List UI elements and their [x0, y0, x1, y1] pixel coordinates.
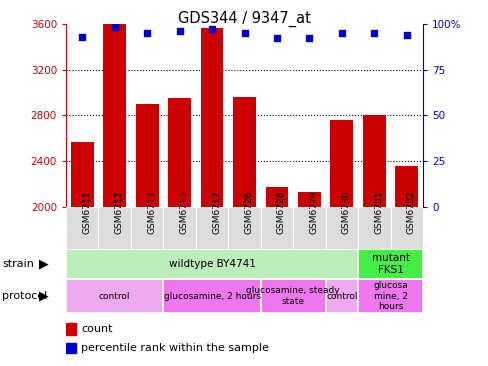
Text: protocol: protocol	[2, 291, 48, 301]
Bar	[260, 207, 293, 249]
Bar	[265, 187, 288, 366]
Bar	[390, 207, 422, 249]
Bar	[66, 249, 357, 279]
Text: glucosamine, steady
state: glucosamine, steady state	[246, 286, 339, 306]
Text: GSM6732: GSM6732	[406, 190, 415, 234]
Text: control: control	[99, 292, 130, 300]
Bar	[66, 323, 75, 335]
Bar	[168, 98, 190, 366]
Point	[143, 30, 151, 36]
Text: GSM6715: GSM6715	[179, 190, 188, 234]
Bar	[362, 115, 385, 366]
Text: GSM6728: GSM6728	[276, 190, 285, 234]
Text: GSM6713: GSM6713	[147, 190, 156, 234]
Bar	[293, 207, 325, 249]
Text: strain: strain	[2, 259, 34, 269]
Text: mutant
FKS1: mutant FKS1	[371, 253, 408, 275]
Text: wildtype BY4741: wildtype BY4741	[168, 259, 255, 269]
Point	[337, 30, 345, 36]
Bar	[325, 207, 357, 249]
Bar	[136, 104, 158, 366]
Point	[369, 30, 377, 36]
Bar	[228, 207, 260, 249]
Bar	[103, 24, 126, 366]
Bar	[66, 207, 98, 249]
Text: ▶: ▶	[39, 258, 49, 270]
Text: GSM6712: GSM6712	[115, 190, 123, 234]
Text: GSM6731: GSM6731	[373, 190, 383, 234]
Bar	[66, 279, 163, 313]
Bar	[163, 207, 195, 249]
Bar	[71, 142, 93, 366]
Text: GSM6711: GSM6711	[82, 190, 91, 234]
Bar	[325, 279, 357, 313]
Point	[111, 25, 119, 30]
Point	[305, 36, 313, 41]
Point	[208, 26, 216, 32]
Bar	[98, 207, 131, 249]
Bar	[195, 207, 228, 249]
Text: GSM6726: GSM6726	[244, 190, 253, 234]
Bar	[395, 165, 417, 366]
Bar	[200, 28, 223, 366]
Bar	[66, 343, 75, 353]
Point	[78, 34, 86, 40]
Text: count: count	[81, 324, 112, 334]
Text: control: control	[325, 292, 357, 300]
Bar	[163, 279, 260, 313]
Text: GDS344 / 9347_at: GDS344 / 9347_at	[178, 11, 310, 27]
Text: GSM6729: GSM6729	[309, 190, 318, 234]
Bar	[357, 249, 422, 279]
Bar	[233, 97, 255, 366]
Bar	[357, 207, 390, 249]
Text: glucosamine, 2 hours: glucosamine, 2 hours	[163, 292, 260, 300]
Text: percentile rank within the sample: percentile rank within the sample	[81, 343, 268, 353]
Bar	[298, 192, 320, 366]
Bar	[260, 279, 325, 313]
Bar	[131, 207, 163, 249]
Text: GSM6717: GSM6717	[212, 190, 221, 234]
Text: ▶: ▶	[39, 290, 49, 303]
Text: GSM6730: GSM6730	[341, 190, 350, 234]
Point	[402, 32, 410, 38]
Point	[175, 28, 183, 34]
Point	[240, 30, 248, 36]
Bar	[357, 279, 422, 313]
Text: glucosa
mine, 2
hours: glucosa mine, 2 hours	[372, 281, 407, 311]
Bar	[330, 120, 352, 366]
Point	[272, 36, 280, 41]
